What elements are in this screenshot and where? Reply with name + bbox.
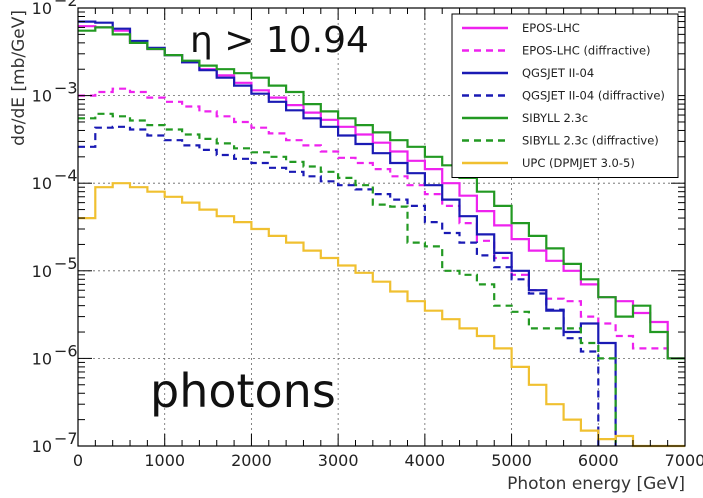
x-tick-label: 6000: [578, 451, 619, 470]
series-line-1: [78, 87, 685, 360]
series-line-6: [78, 182, 685, 448]
y-axis-label: dσ/dE [mb/GeV]: [9, 10, 29, 146]
y-tick-label: 10: [32, 437, 52, 456]
y-tick-exponent: −5: [54, 254, 78, 273]
x-tick-label: 0: [73, 451, 83, 470]
legend-label: QGSJET II-04: [522, 66, 594, 80]
legend-label: EPOS-LHC: [522, 21, 580, 35]
y-tick-label: 10: [32, 262, 52, 281]
y-tick-exponent: −6: [54, 341, 78, 360]
series-layer: [78, 20, 685, 448]
y-tick-exponent: −3: [54, 79, 78, 98]
legend: EPOS-LHC EPOS-LHC (diffractive) QGSJET II-…: [451, 13, 679, 178]
y-tick-label: 10: [32, 87, 52, 106]
x-tick-label: 1000: [144, 451, 185, 470]
y-tick-exponent: −4: [54, 166, 78, 185]
y-tick-exponent: −7: [54, 429, 78, 448]
series-line-5: [78, 112, 617, 446]
y-tick-exponent: −2: [54, 0, 78, 10]
x-tick-label: 5000: [491, 451, 532, 470]
series-line-4: [78, 26, 685, 360]
y-tick-label: 10: [32, 174, 52, 193]
series-line-3: [78, 125, 600, 446]
grid: [78, 8, 685, 446]
legend-label: SIBYLL 2.3c (diffractive): [522, 134, 659, 148]
photons-annotation: photons: [150, 364, 336, 418]
legend-label: SIBYLL 2.3c: [522, 111, 588, 125]
x-tick-label: 4000: [404, 451, 445, 470]
legend-label: EPOS-LHC (diffractive): [522, 44, 651, 58]
y-tick-label: 10: [32, 0, 52, 18]
y-tick-label: 10: [32, 349, 52, 368]
x-tick-label: 2000: [231, 451, 272, 470]
plot-frame: [77, 7, 686, 447]
legend-label: QGSJET II-04 (diffractive): [522, 89, 665, 103]
x-tick-label: 3000: [318, 451, 359, 470]
x-axis-label: Photon energy [GeV]: [507, 474, 685, 494]
legend-label: UPC (DPMJET 3.0-5): [522, 156, 635, 170]
eta-annotation: η > 10.94: [190, 20, 369, 61]
x-tick-label: 7000: [665, 451, 703, 470]
